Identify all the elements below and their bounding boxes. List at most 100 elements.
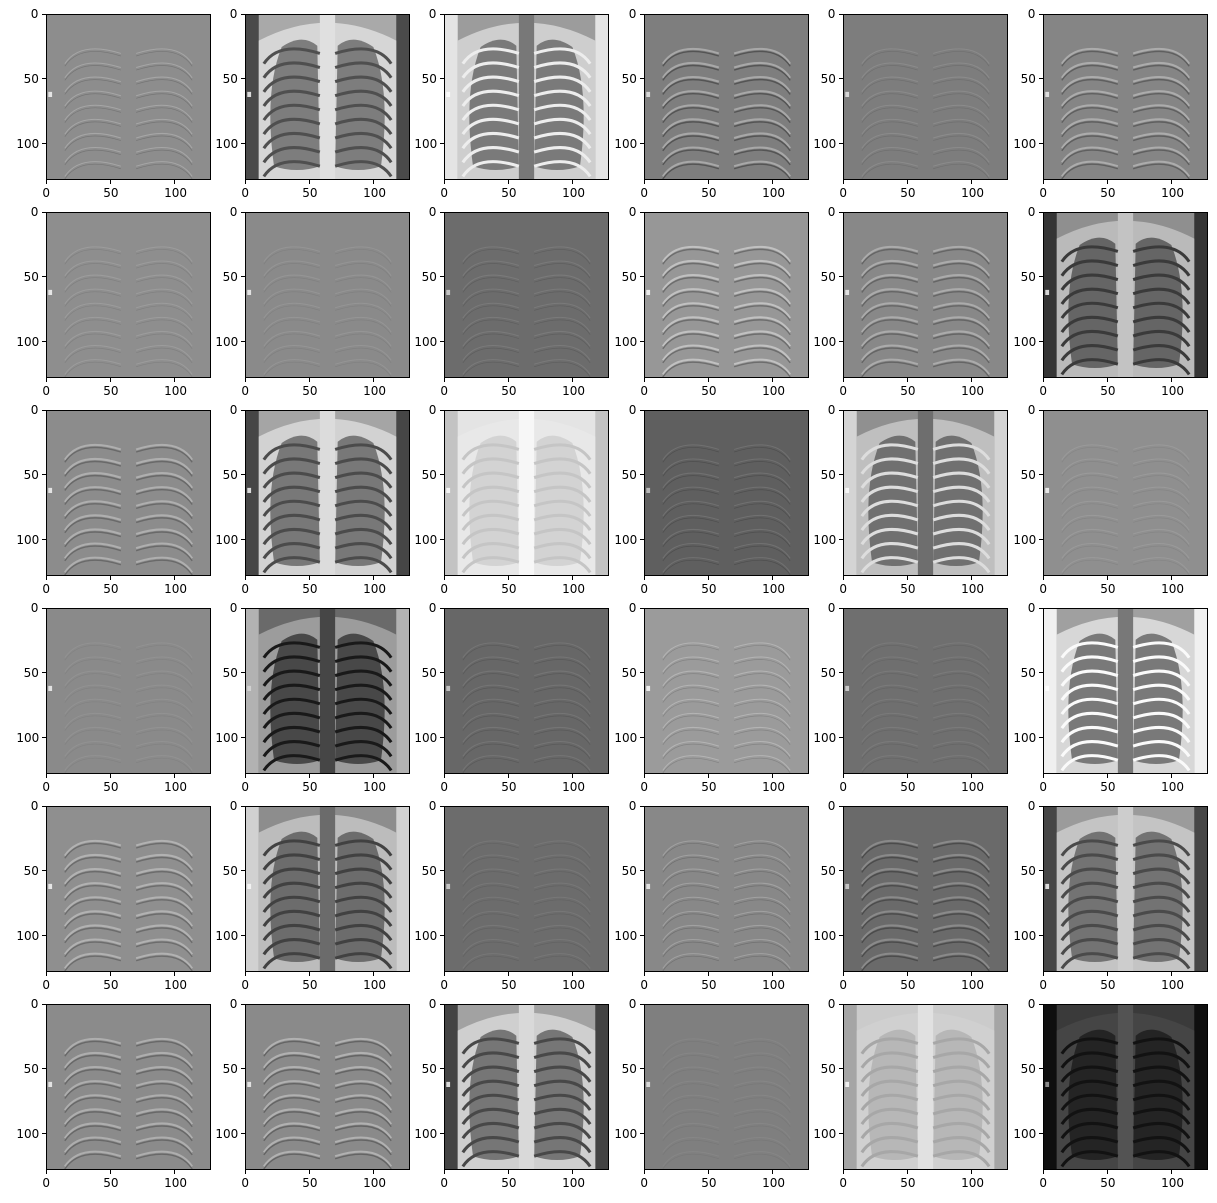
rib-right	[334, 103, 393, 121]
x-tick-mark	[45, 972, 47, 976]
feature-map-panel	[644, 14, 809, 180]
rib-right	[533, 642, 591, 658]
y-tick-mark	[42, 870, 46, 872]
y-tick-mark	[440, 276, 444, 278]
marker-artefact	[446, 685, 451, 691]
feature-map-panel	[1043, 806, 1208, 972]
rib-right-shadow	[534, 927, 591, 944]
side-region	[844, 411, 857, 575]
rib-left	[1061, 486, 1119, 503]
rib-right	[1132, 1051, 1191, 1069]
rib-right	[1132, 1136, 1191, 1154]
rib-left	[860, 358, 919, 376]
rib-left-shadow	[64, 955, 122, 971]
rib-right	[135, 542, 194, 559]
x-tick-mark	[842, 180, 844, 184]
rib-left	[63, 1037, 122, 1055]
x-tick-label: 50	[701, 1176, 717, 1190]
rib-left	[661, 90, 720, 107]
x-tick-mark	[373, 1170, 375, 1174]
marker-artefact	[1045, 883, 1050, 889]
rib-right	[733, 146, 792, 163]
rib-right-shadow	[933, 757, 990, 773]
x-tick-mark	[507, 774, 509, 778]
marker-artefact	[247, 487, 252, 493]
y-tick-label: 100	[16, 136, 40, 151]
y-tick-label: 100	[1013, 334, 1037, 349]
rib-left	[860, 457, 919, 475]
rib-left-shadow	[861, 361, 919, 377]
y-tick-label: 50	[1020, 665, 1036, 680]
rib-left	[662, 557, 720, 573]
rib-left	[662, 1108, 720, 1125]
y-tick-label: 0	[628, 205, 637, 219]
rib-left	[462, 698, 520, 715]
rib-right	[135, 712, 193, 729]
y-tick-mark	[42, 737, 46, 739]
rib-left	[1060, 1136, 1119, 1154]
y-tick-label: 50	[820, 863, 836, 878]
feature-map-image	[445, 807, 608, 971]
spine-region	[917, 411, 934, 575]
rib-right-shadow	[135, 842, 193, 859]
rib-left	[860, 542, 919, 560]
feature-map-image	[445, 411, 608, 575]
rib-right-shadow	[933, 121, 990, 137]
rib-right-shadow	[136, 673, 193, 689]
x-tick-label: 50	[701, 186, 717, 200]
rib-left-shadow	[64, 305, 121, 321]
rib-right	[1132, 557, 1190, 573]
rib-right-shadow	[136, 757, 193, 773]
rib-right-shadow	[932, 262, 990, 279]
feature-map-panel	[1043, 608, 1208, 774]
rib-right	[135, 147, 193, 163]
rib-left	[860, 952, 919, 970]
rib-left	[860, 513, 919, 532]
y-tick-label: 100	[813, 928, 837, 943]
rib-left-shadow	[64, 79, 121, 95]
feature-map-panel	[843, 608, 1008, 774]
rib-right	[733, 543, 791, 559]
side-region	[1044, 1005, 1057, 1169]
rib-left	[1061, 472, 1119, 489]
rib-left-shadow	[263, 291, 320, 307]
rib-right	[932, 316, 991, 333]
x-tick-label: 50	[103, 582, 119, 596]
rib-left-shadow	[861, 659, 918, 675]
x-tick-mark	[1106, 576, 1108, 580]
y-tick-mark	[839, 409, 843, 411]
rib-right	[334, 938, 393, 956]
y-tick-label: 0	[628, 601, 637, 615]
y-tick-mark	[241, 1133, 245, 1135]
y-tick-mark	[42, 672, 46, 674]
rib-left-shadow	[662, 645, 719, 661]
rib-right	[932, 259, 991, 277]
side-region	[445, 1005, 458, 1169]
x-tick-label: 0	[440, 978, 449, 992]
rib-right-shadow	[136, 65, 193, 81]
rib-right	[334, 274, 392, 291]
y-tick-label: 100	[414, 928, 438, 943]
feature-map-panel	[444, 806, 609, 972]
x-tick-label: 50	[103, 1176, 119, 1190]
rib-left-shadow	[462, 687, 519, 703]
y-tick-mark	[241, 276, 245, 278]
y-tick-label: 100	[16, 532, 40, 547]
rib-left	[1060, 1037, 1119, 1055]
rib-right-shadow	[136, 701, 193, 717]
y-tick-mark	[839, 539, 843, 541]
rib-left-shadow	[861, 51, 918, 67]
rib-left	[1060, 669, 1119, 687]
rib-right-shadow	[1132, 64, 1190, 81]
rib-right	[932, 471, 991, 489]
y-tick-label: 100	[414, 334, 438, 349]
rib-left	[64, 288, 122, 305]
x-tick-label: 100	[562, 186, 585, 200]
rib-left	[63, 1108, 122, 1125]
rib-right	[932, 1051, 991, 1069]
feature-map-image	[445, 609, 608, 773]
rib-right	[135, 302, 193, 319]
rib-left	[462, 854, 520, 871]
rib-right	[733, 939, 791, 955]
